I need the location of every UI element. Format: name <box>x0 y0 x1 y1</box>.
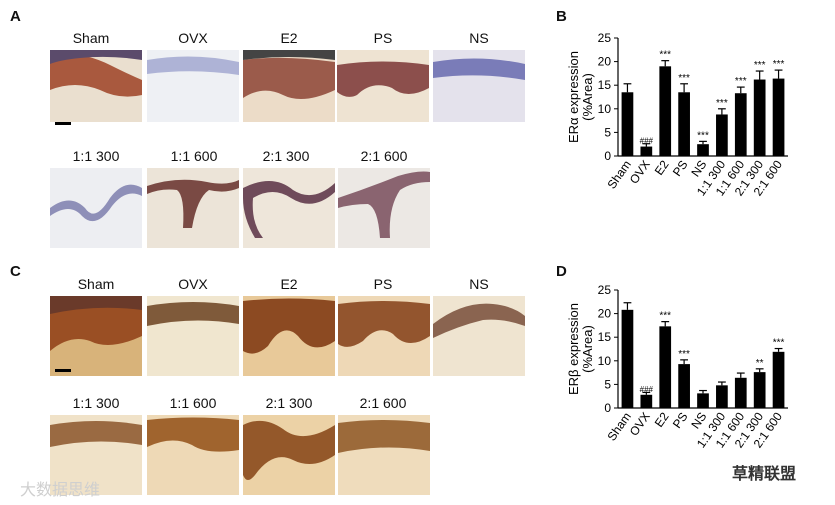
bar-1 <box>640 394 653 408</box>
y-axis-label-unit: (%Area) <box>580 73 595 121</box>
x-tick-label-3: PS <box>670 158 691 179</box>
bar-2 <box>659 326 672 408</box>
micrograph-a-sham <box>50 50 142 122</box>
micrograph-c-ns <box>433 296 525 376</box>
significance-label-8: *** <box>773 338 785 349</box>
micrograph-c-11-300 <box>50 415 142 495</box>
significance-label-6: *** <box>735 76 747 87</box>
watermark-right: 草精联盟 <box>732 466 797 483</box>
a-label-11-600: 1:1 600 <box>170 148 218 164</box>
y-tick-label: 15 <box>598 330 612 344</box>
micrograph-c-ps <box>338 296 430 376</box>
bar-3 <box>678 92 690 156</box>
x-tick-label-2: E2 <box>652 157 672 177</box>
micrograph-a-ns <box>433 50 525 122</box>
y-tick-label: 25 <box>598 31 612 45</box>
a-label-21-300: 2:1 300 <box>262 148 310 164</box>
significance-label-5: *** <box>716 98 728 109</box>
c-label-sham: Sham <box>77 276 115 292</box>
y-tick-label: 20 <box>598 55 612 69</box>
a-label-21-600: 2:1 600 <box>360 148 408 164</box>
micrograph-c-21-600 <box>338 415 430 495</box>
a-label-sham: Sham <box>72 30 110 46</box>
micrograph-a-e2 <box>243 50 335 122</box>
significance-label-3: *** <box>678 73 690 84</box>
micrograph-c-ovx <box>147 296 239 376</box>
bar-2 <box>659 66 672 156</box>
bar-0 <box>621 92 634 156</box>
c-label-21-300: 2:1 300 <box>265 395 313 411</box>
bar-8 <box>772 351 785 408</box>
panel-letter-d: D <box>556 263 567 280</box>
c-label-e2: E2 <box>280 276 298 292</box>
a-label-ovx: OVX <box>178 30 208 46</box>
micrograph-c-e2 <box>243 296 335 376</box>
y-tick-label: 15 <box>598 78 612 92</box>
bar-5 <box>716 114 728 156</box>
significance-label-7: *** <box>754 60 766 71</box>
y-axis-label: ERβ expression <box>566 303 581 395</box>
significance-label-1: ### <box>640 137 654 146</box>
c-label-ovx: OVX <box>178 276 208 292</box>
a-label-ps: PS <box>373 30 393 46</box>
micrograph-a-ps <box>337 50 429 122</box>
panel-letter-c: C <box>10 263 21 280</box>
y-axis-label: ERα expression <box>566 51 581 143</box>
micrograph-a-11-300 <box>50 168 142 248</box>
micrograph-a-11-600 <box>147 168 239 248</box>
c-label-21-600: 2:1 600 <box>359 395 407 411</box>
bar-4 <box>697 144 709 156</box>
watermark-left: 大数据思维 <box>20 482 101 499</box>
c-label-11-300: 1:1 300 <box>72 395 120 411</box>
x-tick-label-2: E2 <box>652 409 672 429</box>
bar-3 <box>678 364 690 408</box>
y-tick-label: 0 <box>604 401 611 415</box>
bar-8 <box>772 78 785 156</box>
y-tick-label: 0 <box>604 149 611 163</box>
micrograph-c-21-300 <box>243 415 335 495</box>
x-tick-label-1: OVX <box>627 410 653 439</box>
significance-label-7: ** <box>756 358 764 369</box>
significance-label-1: ### <box>640 385 654 394</box>
significance-label-2: *** <box>659 50 671 61</box>
panel-letter-b: B <box>556 8 567 25</box>
significance-label-2: *** <box>659 311 671 322</box>
bar-6 <box>734 377 747 408</box>
bar-4 <box>697 393 709 408</box>
y-tick-label: 10 <box>598 102 612 116</box>
a-label-e2: E2 <box>280 30 298 46</box>
micrograph-c-11-600 <box>147 415 239 495</box>
bar-6 <box>734 93 747 156</box>
scale-bar-a <box>55 122 71 125</box>
bar-0 <box>621 309 634 408</box>
y-tick-label: 5 <box>604 377 611 391</box>
significance-label-8: *** <box>773 59 785 70</box>
y-axis-label-unit: (%Area) <box>580 325 595 373</box>
y-tick-label: 5 <box>604 125 611 139</box>
micrograph-a-21-600 <box>338 168 430 248</box>
a-label-ns: NS <box>469 30 489 46</box>
x-tick-label-3: PS <box>670 410 691 431</box>
y-tick-label: 20 <box>598 307 612 321</box>
c-label-ps: PS <box>373 276 393 292</box>
bar-1 <box>640 146 653 156</box>
bar-5 <box>716 385 728 408</box>
significance-label-4: *** <box>697 130 709 141</box>
a-label-11-300: 1:1 300 <box>72 148 120 164</box>
micrograph-c-sham <box>50 296 142 376</box>
micrograph-a-21-300 <box>243 168 335 248</box>
c-label-ns: NS <box>469 276 489 292</box>
bar-7 <box>753 79 766 156</box>
c-label-11-600: 1:1 600 <box>169 395 217 411</box>
y-tick-label: 10 <box>598 354 612 368</box>
micrograph-a-ovx <box>147 50 239 122</box>
panel-letter-a: A <box>10 8 21 25</box>
y-tick-label: 25 <box>598 283 612 297</box>
bar-7 <box>753 372 766 408</box>
scale-bar-c <box>55 369 71 372</box>
significance-label-3: *** <box>678 349 690 360</box>
x-tick-label-1: OVX <box>627 158 653 187</box>
